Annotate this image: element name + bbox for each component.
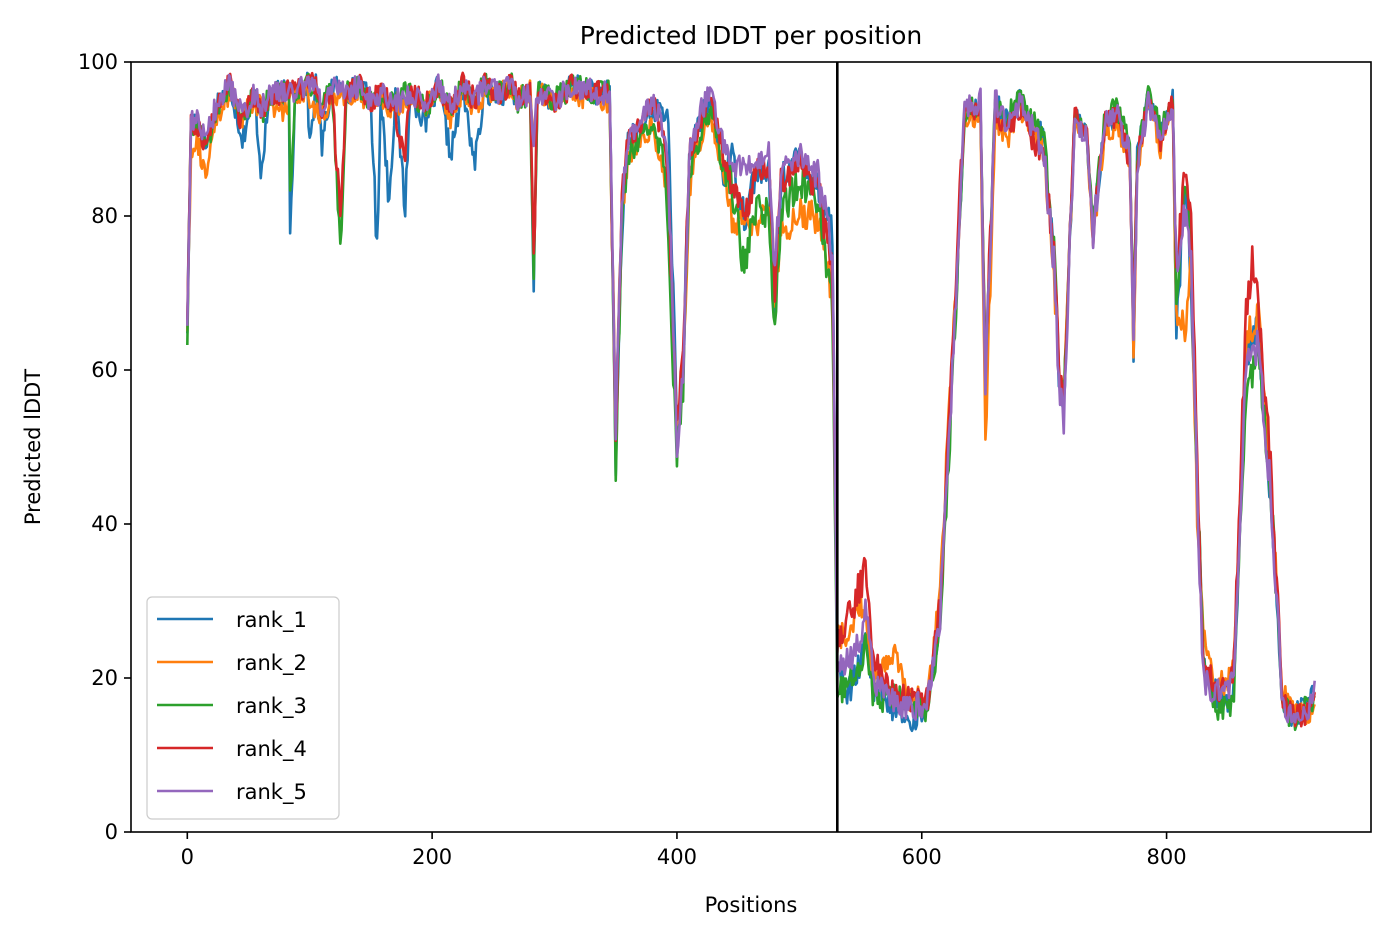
- y-tick-label: 80: [91, 204, 118, 228]
- plot-frame: [130, 61, 1372, 833]
- legend-label-rank_1: rank_1: [236, 608, 307, 633]
- y-tick-label: 100: [78, 50, 118, 74]
- y-tick-label: 0: [105, 820, 118, 844]
- legend-label-rank_2: rank_2: [236, 651, 307, 676]
- x-axis-title: Positions: [705, 893, 798, 917]
- series-line-rank_5: [186, 73, 1316, 724]
- legend-label-rank_3: rank_3: [236, 694, 307, 719]
- y-tick-label: 60: [91, 358, 118, 382]
- legend: rank_1 rank_2 rank_3 rank_4 rank_5: [146, 596, 340, 820]
- x-tick-label: 800: [1147, 845, 1187, 869]
- x-axis-ticks: 0 200 400 600 800: [181, 832, 1187, 869]
- x-tick-label: 400: [657, 845, 697, 869]
- chart-title: Predicted lDDT per position: [580, 21, 922, 50]
- x-tick-label: 600: [902, 845, 942, 869]
- x-tick-label: 200: [412, 845, 452, 869]
- legend-label-rank_4: rank_4: [236, 737, 307, 762]
- series-lines: [186, 71, 1316, 733]
- legend-label-rank_5: rank_5: [236, 780, 307, 805]
- legend-box: [146, 596, 340, 820]
- y-tick-label: 40: [91, 512, 118, 536]
- x-tick-label: 0: [181, 845, 194, 869]
- y-axis-ticks: 0 20 40 60 80 100: [78, 50, 131, 844]
- y-tick-label: 20: [91, 666, 118, 690]
- y-axis-title: Predicted lDDT: [21, 369, 45, 525]
